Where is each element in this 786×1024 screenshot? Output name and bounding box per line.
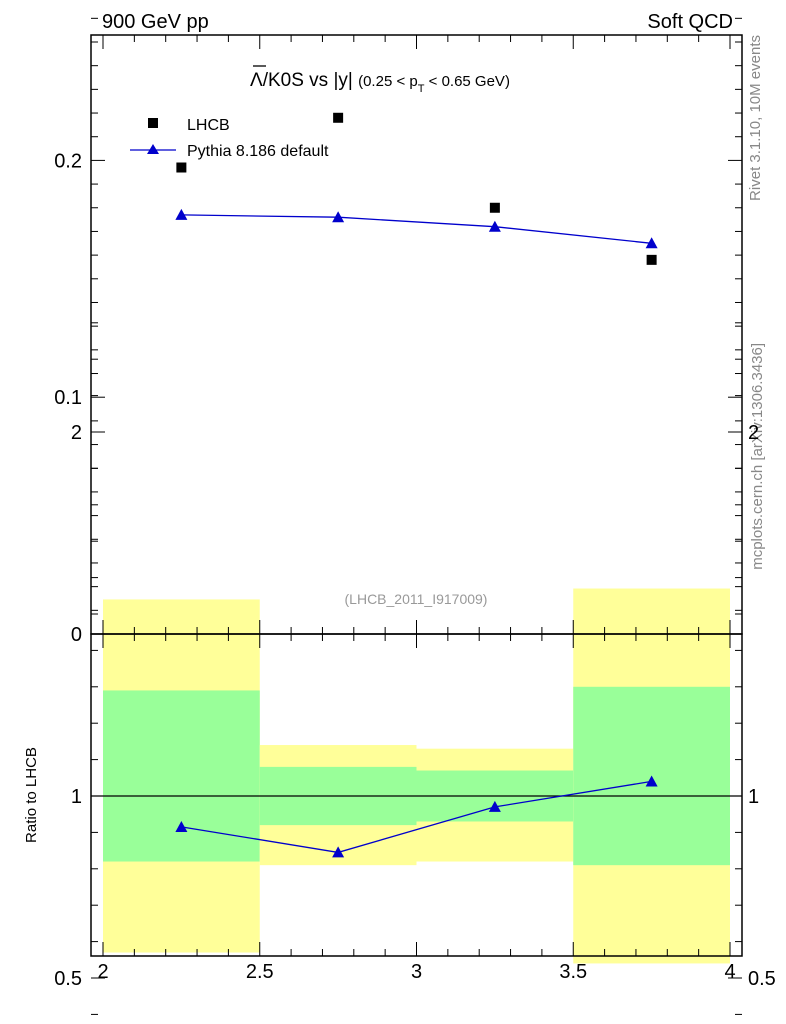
ratio-y-tick-label: 1 (71, 786, 82, 808)
mc-point (332, 211, 345, 223)
ratio-y-tick-label-right: 1 (748, 786, 759, 808)
data-point (646, 254, 657, 265)
data-point (489, 202, 500, 213)
ratio-y-tick-label-right: 0.5 (748, 968, 776, 990)
ratio-point (332, 846, 345, 858)
data-point (176, 162, 187, 173)
ratio-point (488, 800, 501, 812)
ratio-line (181, 780, 652, 854)
main-data-marks (175, 112, 658, 265)
ratio-y-tick-label: 0.5 (54, 968, 82, 990)
y-tick-label: 0.1 (54, 387, 82, 409)
legend-mc-label: Pythia 8.186 default (187, 143, 329, 160)
x-tick-label: 4 (724, 961, 735, 983)
mc-point (488, 220, 501, 232)
header-left: 900 GeV pp (102, 11, 209, 33)
ratio-data-marks (175, 775, 658, 858)
x-tick-label: 2.5 (246, 961, 274, 983)
title-cut-suffix: < 0.65 GeV) (424, 73, 509, 90)
ratio-y-tick-label: 2 (71, 422, 82, 444)
data-point (333, 112, 344, 123)
title-main: Λ/K0S vs |y| (250, 70, 353, 91)
title-cut-prefix: (0.25 < p (358, 73, 418, 90)
y-tick-label: 0 (71, 624, 82, 646)
ratio-ylabel: Ratio to LHCB (23, 747, 40, 843)
legend-data-marker (148, 118, 158, 128)
x-tick-label: 3 (411, 961, 422, 983)
mc-point (645, 237, 658, 249)
x-tick-label: 2 (97, 961, 108, 983)
title-cut-sub: T (418, 83, 425, 95)
y-tick-label: 0.2 (54, 150, 82, 172)
x-tick-label: 3.5 (559, 961, 587, 983)
header-right: Soft QCD (647, 11, 733, 33)
rivet-label: Rivet 3.1.10, 10M events (747, 35, 764, 201)
mc-line (181, 214, 652, 244)
ratio-point (645, 775, 658, 787)
ratio-y-tick-label-right: 2 (748, 422, 759, 444)
plot-title: Λ/K0S vs |y| (0.25 < pT < 0.65 GeV) (250, 70, 510, 95)
mc-point (175, 208, 188, 220)
ratio-point (175, 820, 188, 832)
mcplots-label: mcplots.cern.ch [arXiv:1306.3436] (749, 343, 766, 570)
analysis-id: (LHCB_2011_I917009) (345, 591, 488, 607)
legend-mc-marker (147, 144, 159, 154)
band-inner (103, 690, 260, 862)
legend-data-label: LHCB (187, 117, 230, 134)
